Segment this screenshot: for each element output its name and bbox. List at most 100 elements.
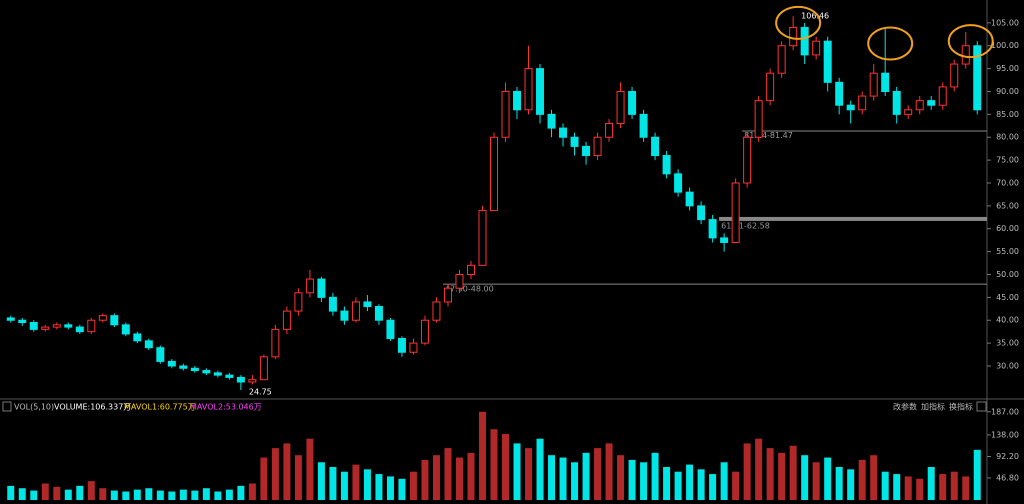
volume-bar — [248, 483, 256, 500]
candle-body — [582, 145, 591, 157]
candle-body — [121, 324, 130, 335]
volume-bar — [99, 488, 107, 500]
volume-bar — [30, 490, 38, 500]
candle-body — [501, 90, 510, 138]
volume-bar — [582, 452, 590, 500]
candle-body — [443, 287, 452, 303]
candle-body — [41, 326, 50, 330]
candle-body — [869, 72, 878, 97]
candle-body — [524, 68, 533, 111]
volume-bar — [156, 490, 164, 500]
candle-body — [938, 86, 947, 106]
volume-bar — [824, 457, 832, 500]
candle-body — [743, 136, 752, 184]
y-tick-label: 105.00 — [991, 18, 1019, 27]
volume-bar — [214, 491, 222, 500]
volume-value: VOLUME:106.337万 — [54, 403, 131, 412]
candle-body — [213, 372, 222, 376]
candle-body — [317, 278, 326, 298]
volume-bar — [444, 448, 452, 500]
candle-body — [133, 333, 142, 342]
help-icon[interactable] — [2, 401, 12, 412]
candle-body — [156, 347, 165, 362]
volume-bar — [122, 491, 130, 500]
candle-body — [812, 40, 821, 56]
candle-body — [64, 324, 73, 328]
candle-body — [915, 100, 924, 111]
level-label: 81.44-81.47 — [744, 131, 793, 140]
close-icon[interactable] — [976, 401, 987, 412]
mavol2-value: MAVOL2:53.046万 — [190, 403, 262, 412]
volume-bar — [893, 474, 901, 500]
level-band — [719, 216, 987, 221]
volume-bar — [962, 476, 970, 500]
volume-bar — [559, 457, 567, 500]
button[interactable]: 换指标 — [949, 402, 973, 412]
volume-bar — [594, 448, 602, 500]
volume-bar — [571, 462, 579, 500]
level-label: 61.71-62.58 — [721, 221, 770, 230]
candle-body — [835, 81, 844, 106]
button[interactable]: 改参数 — [893, 402, 917, 412]
volume-bar — [973, 449, 981, 500]
volume-bar — [651, 452, 659, 500]
candle-body — [305, 278, 314, 294]
y-tick-label: 80.00 — [996, 133, 1019, 142]
volume-bar — [720, 462, 728, 500]
candle-body — [662, 155, 671, 175]
volume-bar — [133, 489, 141, 500]
candle-body — [674, 173, 683, 193]
y-tick-label: 100.00 — [991, 41, 1019, 50]
candle-body — [259, 356, 268, 381]
y-tick-label: 46.80 — [996, 473, 1019, 482]
volume-bar — [709, 474, 717, 500]
candle-body — [697, 205, 706, 221]
candle-body — [179, 365, 188, 369]
volume-bar — [386, 476, 394, 500]
volume-bar — [525, 448, 533, 500]
y-tick-label: 70.00 — [996, 178, 1019, 187]
volume-bar — [755, 438, 763, 500]
candle-body — [328, 296, 337, 312]
y-tick-label: 35.00 — [996, 339, 1019, 348]
candle-body — [766, 72, 775, 102]
volume-bar — [778, 452, 786, 500]
candle-body — [513, 90, 522, 111]
volume-bar — [409, 471, 417, 500]
candle-body — [536, 68, 545, 115]
y-tick-label: 95.00 — [996, 64, 1019, 73]
volume-bar — [271, 448, 279, 500]
volume-bar — [306, 438, 314, 500]
candle-body — [363, 301, 372, 308]
candle-body — [236, 376, 245, 383]
y-tick-label: 40.00 — [996, 316, 1019, 325]
candle-body — [271, 328, 280, 358]
volume-bar — [628, 459, 636, 500]
button[interactable]: 加指标 — [921, 402, 945, 412]
candle-body — [294, 292, 303, 312]
y-tick-label: 60.00 — [996, 224, 1019, 233]
volume-bar — [950, 471, 958, 500]
highlight-circle — [775, 5, 822, 40]
candle-body — [720, 237, 729, 243]
candle-body — [950, 63, 959, 88]
candle-body — [110, 315, 119, 326]
candle-body — [386, 319, 395, 340]
volume-bar — [927, 466, 935, 500]
volume-bar — [812, 462, 820, 500]
candle-body — [777, 45, 786, 74]
volume-bar — [686, 464, 694, 500]
candle-body — [432, 301, 441, 321]
candle-body — [420, 319, 429, 344]
volume-bar — [789, 445, 797, 500]
volume-bar — [835, 466, 843, 500]
high-annotation: 106.46 — [801, 12, 829, 21]
volume-bar — [478, 411, 486, 500]
candle-body — [973, 45, 982, 111]
volume-bar — [202, 488, 210, 500]
candle-body — [708, 219, 717, 239]
volume-bar — [801, 455, 809, 500]
volume-bar — [548, 455, 556, 500]
